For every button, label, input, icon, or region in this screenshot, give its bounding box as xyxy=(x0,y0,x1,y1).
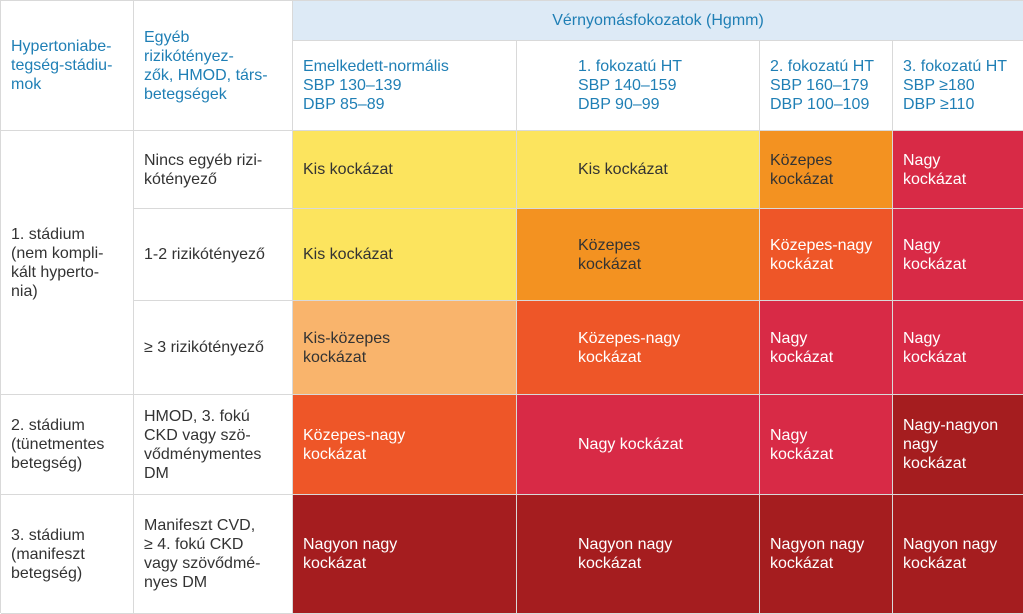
stage-3: 3. stádium (manifeszt betegség) xyxy=(1,495,134,614)
header-bp-grades: Vérnyomásfokozatok (Hgmm) xyxy=(293,1,1023,41)
risk-cell: Közepes kockázat xyxy=(760,131,893,209)
risk-cell: Kis kockázat xyxy=(293,131,517,209)
risk-cell: Kis kockázat xyxy=(293,209,517,301)
risk-cell: Nagy kockázat xyxy=(893,131,1023,209)
risk-cell: Közepes kockázat xyxy=(517,209,760,301)
stage-2: 2. stádium (tünetmentes betegség) xyxy=(1,395,134,495)
risk-cell: Nagyon nagy kockázat xyxy=(293,495,517,614)
header-grade-normal: Emelkedett-normális SBP 130–139 DBP 85–8… xyxy=(293,41,517,131)
risk-cell: Nagyon nagy kockázat xyxy=(893,495,1023,614)
header-grade-3: 3. fokozatú HT SBP ≥180 DBP ≥110 xyxy=(893,41,1023,131)
factor-row-4: HMOD, 3. fokú CKD vagy szö- vődménymente… xyxy=(134,395,293,495)
risk-cell: Nagy kockázat xyxy=(760,301,893,395)
risk-cell: Kis kockázat xyxy=(517,131,760,209)
header-grade-1: 1. fokozatú HT SBP 140–159 DBP 90–99 xyxy=(517,41,760,131)
factor-row-3: ≥ 3 rizikótényező xyxy=(134,301,293,395)
factor-row-2: 1-2 rizikótényező xyxy=(134,209,293,301)
header-factors: Egyéb rizikótényez- zők, HMOD, társ- bet… xyxy=(134,1,293,131)
factor-row-1: Nincs egyéb rizi- kótényező xyxy=(134,131,293,209)
factor-row-5: Manifeszt CVD, ≥ 4. fokú CKD vagy szövőd… xyxy=(134,495,293,614)
stage-1: 1. stádium (nem kompli- kált hyperto- ni… xyxy=(1,131,134,395)
risk-cell: Nagy kockázat xyxy=(893,209,1023,301)
risk-cell: Nagyon nagy kockázat xyxy=(517,495,760,614)
risk-cell: Kis-közepes kockázat xyxy=(293,301,517,395)
risk-cell: Nagy kockázat xyxy=(517,395,760,495)
risk-cell: Közepes-nagy kockázat xyxy=(517,301,760,395)
risk-cell: Nagy-nagyon nagy kockázat xyxy=(893,395,1023,495)
risk-cell: Közepes-nagy kockázat xyxy=(293,395,517,495)
header-grade-2: 2. fokozatú HT SBP 160–179 DBP 100–109 xyxy=(760,41,893,131)
risk-cell: Nagy kockázat xyxy=(760,395,893,495)
risk-cell: Nagy kockázat xyxy=(893,301,1023,395)
risk-cell: Közepes-nagy kockázat xyxy=(760,209,893,301)
header-stage: Hypertoniabe- tegség-stádiu- mok xyxy=(1,1,134,131)
risk-cell: Nagyon nagy kockázat xyxy=(760,495,893,614)
